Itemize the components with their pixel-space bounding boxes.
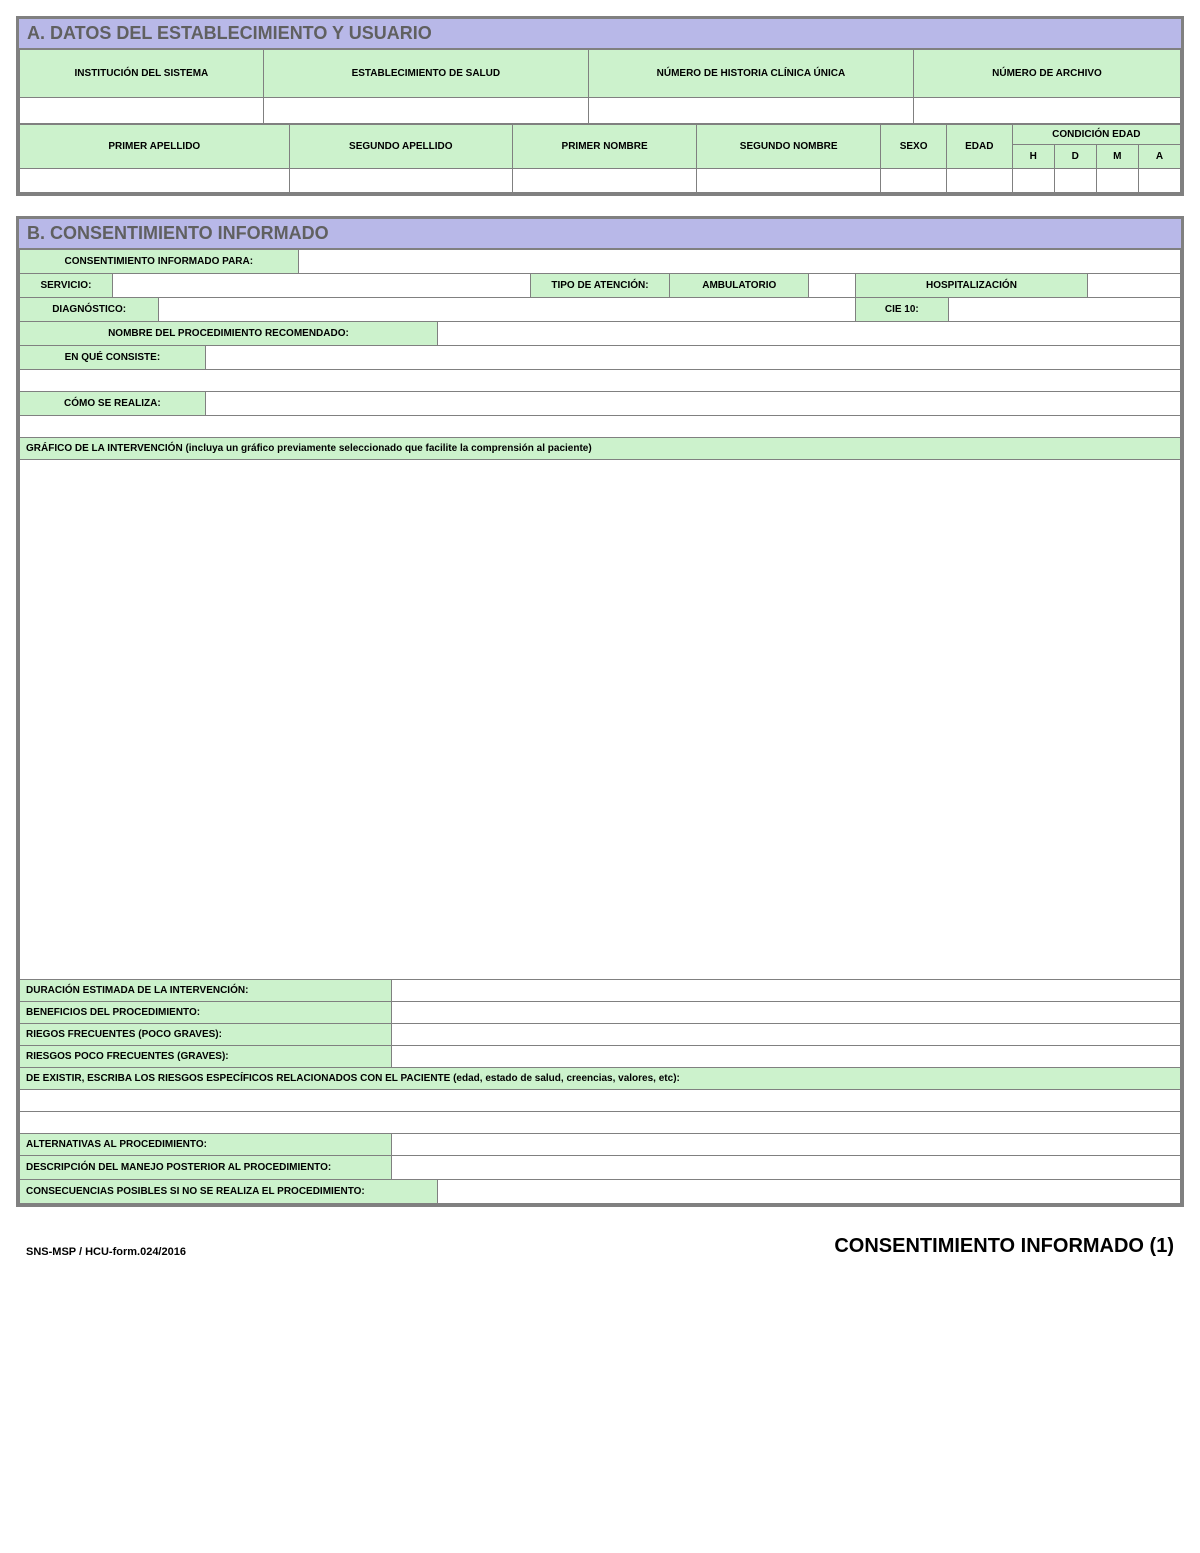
fld-archivo[interactable] [913,98,1180,124]
lbl-sexo: SEXO [881,125,947,169]
lbl-consecuencias: CONSECUENCIAS POSIBLES SI NO SE REALIZA … [20,1180,438,1204]
lbl-establecimiento: ESTABLECIMIENTO DE SALUD [263,50,588,98]
lbl-segundo-nombre: SEGUNDO NOMBRE [697,125,881,169]
lbl-m: M [1096,145,1138,169]
fld-riesgos-frecuentes[interactable] [391,1024,1181,1046]
fld-primer-apellido[interactable] [20,169,290,193]
lbl-servicio: SERVICIO: [20,274,113,298]
fld-en-que-consiste-1[interactable] [205,346,1180,370]
fld-h[interactable] [1012,169,1054,193]
lbl-grafico: GRÁFICO DE LA INTERVENCIÓN (incluya un g… [20,438,1181,460]
lbl-beneficios: BENEFICIOS DEL PROCEDIMIENTO: [20,1002,392,1024]
fld-riesgos-especificos-2[interactable] [20,1112,1181,1134]
fld-diagnostico[interactable] [159,298,856,322]
footer: SNS-MSP / HCU-form.024/2016 CONSENTIMIEN… [16,1227,1184,1258]
section-a-title: A. DATOS DEL ESTABLECIMIENTO Y USUARIO [19,19,1181,49]
fld-edad[interactable] [946,169,1012,193]
fld-manejo-posterior[interactable] [391,1156,1181,1180]
lbl-institucion: INSTITUCIÓN DEL SISTEMA [20,50,264,98]
fld-institucion[interactable] [20,98,264,124]
table-b: CONSENTIMIENTO INFORMADO PARA: SERVICIO:… [19,249,1181,1204]
lbl-nombre-proc: NOMBRE DEL PROCEDIMIENTO RECOMENDADO: [20,322,438,346]
lbl-cie10: CIE 10: [855,298,948,322]
lbl-d: D [1054,145,1096,169]
fld-hospitalizacion[interactable] [1088,274,1181,298]
lbl-condicion-edad: CONDICIÓN EDAD [1012,125,1180,145]
fld-en-que-consiste-2[interactable] [20,370,1181,392]
fld-establecimiento[interactable] [263,98,588,124]
fld-a[interactable] [1138,169,1180,193]
section-b: B. CONSENTIMIENTO INFORMADO CONSENTIMIEN… [16,216,1184,1207]
fld-nombre-proc[interactable] [437,322,1180,346]
fld-primer-nombre[interactable] [513,169,697,193]
lbl-primer-apellido: PRIMER APELLIDO [20,125,290,169]
lbl-edad: EDAD [946,125,1012,169]
fld-riesgos-especificos-1[interactable] [20,1090,1181,1112]
fld-consecuencias[interactable] [437,1180,1180,1204]
table-a2: PRIMER APELLIDO SEGUNDO APELLIDO PRIMER … [19,124,1181,193]
fld-segundo-nombre[interactable] [697,169,881,193]
lbl-manejo-posterior: DESCRIPCIÓN DEL MANEJO POSTERIOR AL PROC… [20,1156,392,1180]
fld-sexo[interactable] [881,169,947,193]
table-a1: INSTITUCIÓN DEL SISTEMA ESTABLECIMIENTO … [19,49,1181,124]
lbl-h: H [1012,145,1054,169]
lbl-historia: NÚMERO DE HISTORIA CLÍNICA ÚNICA [588,50,913,98]
fld-como-se-realiza-2[interactable] [20,416,1181,438]
lbl-primer-nombre: PRIMER NOMBRE [513,125,697,169]
section-b-title: B. CONSENTIMIENTO INFORMADO [19,219,1181,249]
fld-como-se-realiza-1[interactable] [205,392,1180,416]
fld-d[interactable] [1054,169,1096,193]
lbl-hospitalizacion: HOSPITALIZACIÓN [855,274,1087,298]
lbl-alternativas: ALTERNATIVAS AL PROCEDIMIENTO: [20,1134,392,1156]
fld-historia[interactable] [588,98,913,124]
fld-alternativas[interactable] [391,1134,1181,1156]
fld-m[interactable] [1096,169,1138,193]
fld-ambulatorio[interactable] [809,274,855,298]
fld-beneficios[interactable] [391,1002,1181,1024]
lbl-como-se-realiza: CÓMO SE REALIZA: [20,392,206,416]
lbl-archivo: NÚMERO DE ARCHIVO [913,50,1180,98]
lbl-consentimiento-para: CONSENTIMIENTO INFORMADO PARA: [20,250,299,274]
lbl-en-que-consiste: EN QUÉ CONSISTE: [20,346,206,370]
lbl-segundo-apellido: SEGUNDO APELLIDO [289,125,513,169]
lbl-riesgos-poco-frecuentes: RIESGOS POCO FRECUENTES (GRAVES): [20,1046,392,1068]
fld-consentimiento-para[interactable] [298,250,1180,274]
footer-title: CONSENTIMIENTO INFORMADO (1) [834,1235,1174,1258]
fld-cie10[interactable] [948,298,1180,322]
footer-code: SNS-MSP / HCU-form.024/2016 [26,1246,186,1258]
lbl-riesgos-especificos: DE EXISTIR, ESCRIBA LOS RIESGOS ESPECÍFI… [20,1068,1181,1090]
section-a: A. DATOS DEL ESTABLECIMIENTO Y USUARIO I… [16,16,1184,196]
lbl-tipo-atencion: TIPO DE ATENCIÓN: [530,274,669,298]
lbl-riesgos-frecuentes: RIEGOS FRECUENTES (POCO GRAVES): [20,1024,392,1046]
fld-riesgos-poco-frecuentes[interactable] [391,1046,1181,1068]
lbl-diagnostico: DIAGNÓSTICO: [20,298,159,322]
lbl-duracion: DURACIÓN ESTIMADA DE LA INTERVENCIÓN: [20,980,392,1002]
fld-segundo-apellido[interactable] [289,169,513,193]
lbl-a: A [1138,145,1180,169]
lbl-ambulatorio: AMBULATORIO [670,274,809,298]
fld-grafico[interactable] [20,460,1181,980]
fld-duracion[interactable] [391,980,1181,1002]
fld-servicio[interactable] [112,274,530,298]
